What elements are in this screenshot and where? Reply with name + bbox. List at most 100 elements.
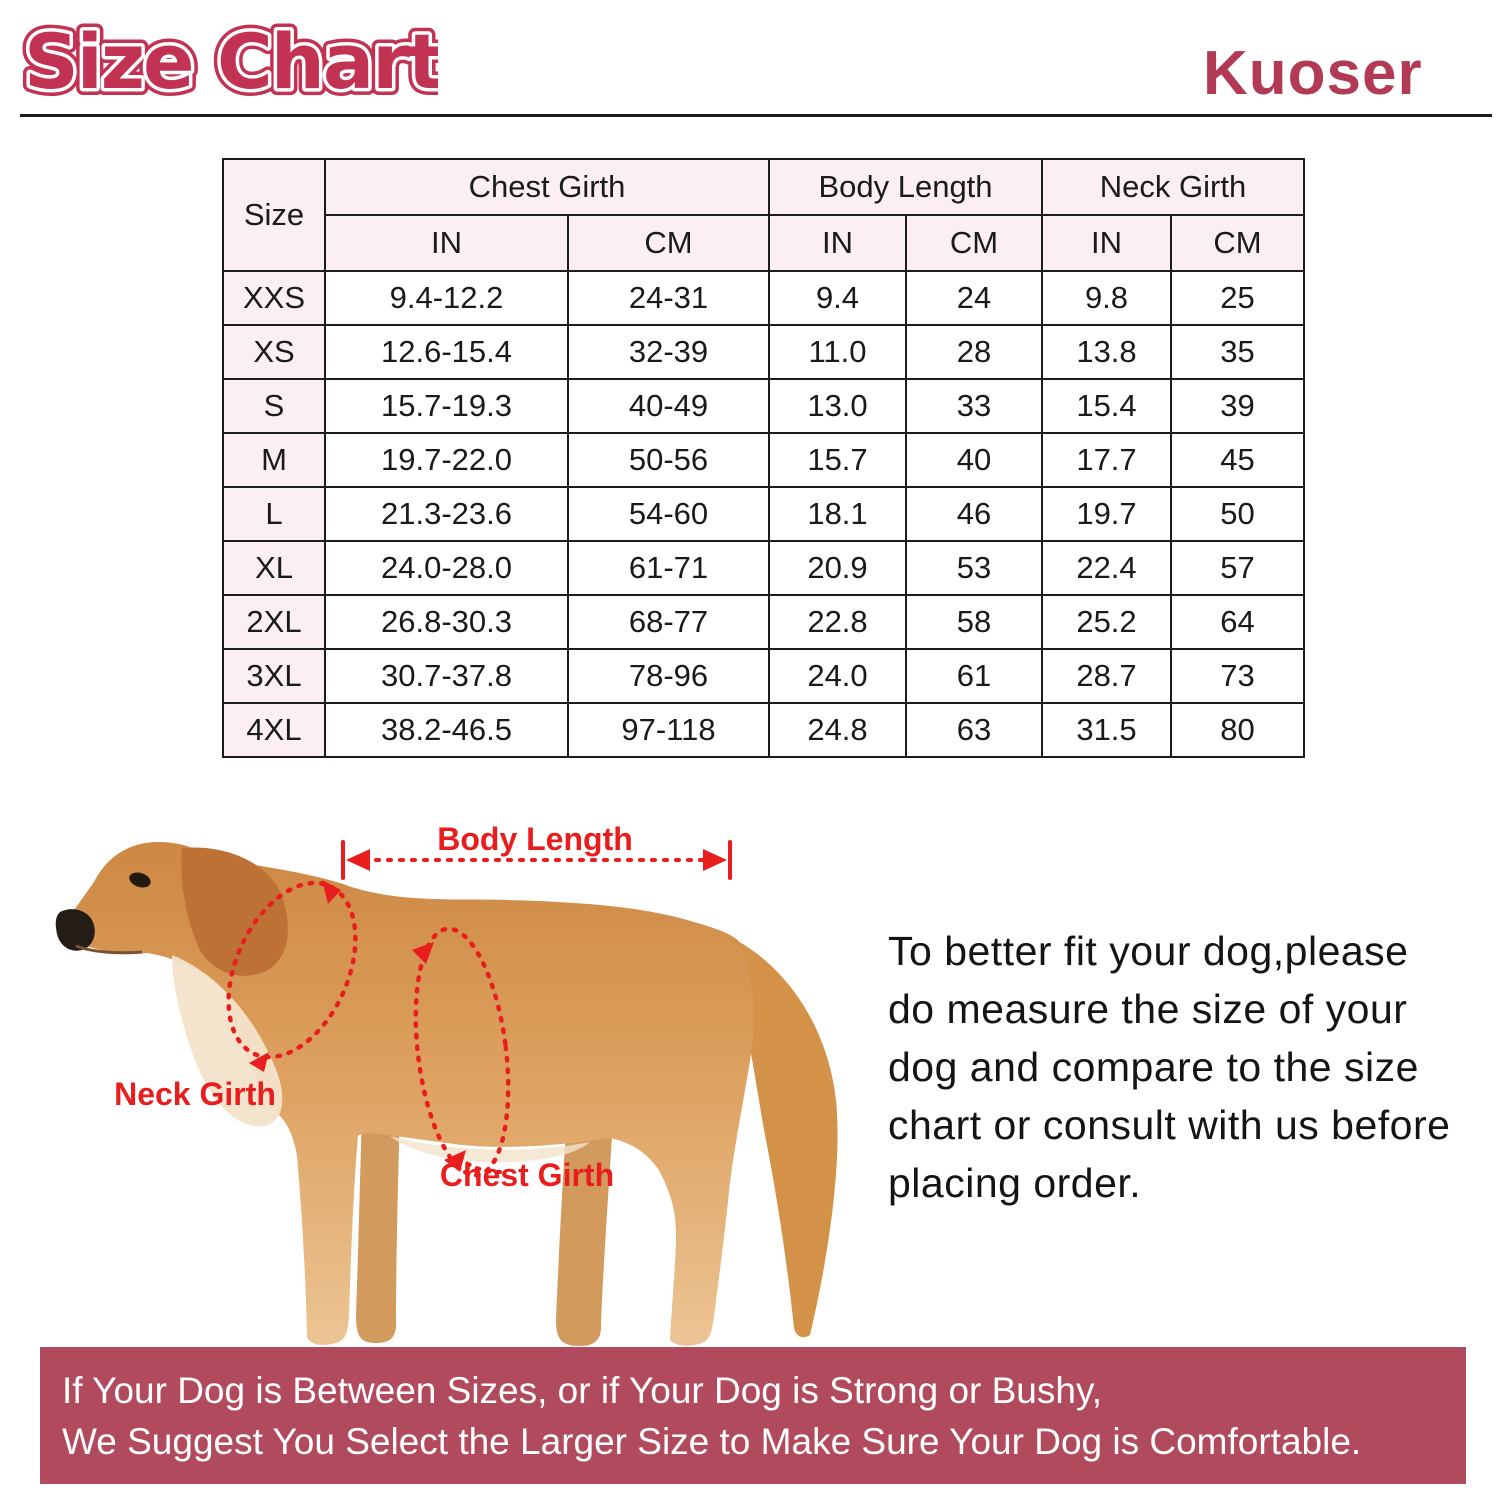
- neck-girth-label: Neck Girth: [114, 1076, 276, 1112]
- size-chart-table: Size Chest Girth Body Length Neck Girth …: [222, 158, 1305, 758]
- cell: 9.4: [768, 270, 907, 326]
- chest-girth-bottom-arrow: [444, 1150, 466, 1172]
- dog-chest-fur: [172, 955, 283, 1127]
- cell: 68-77: [567, 594, 770, 650]
- cell: 58: [905, 594, 1043, 650]
- cell: 26.8-30.3: [324, 594, 569, 650]
- cell: 13.0: [768, 378, 907, 434]
- chest-girth-ellipse: [413, 926, 511, 1178]
- note-line: placing order.: [888, 1160, 1142, 1206]
- cell: 22.4: [1041, 540, 1172, 596]
- cell: 45: [1170, 432, 1305, 488]
- page-title: Size Chart Size Chart Size Chart: [18, 10, 438, 113]
- size-label: XXS: [222, 270, 326, 326]
- cell: 22.8: [768, 594, 907, 650]
- dog-measurement-diagram: Body Length Neck Girth Chest Girth: [55, 821, 838, 1346]
- cell: 61-71: [567, 540, 770, 596]
- col-header-neck-girth: Neck Girth: [1041, 158, 1305, 216]
- cell: 40: [905, 432, 1043, 488]
- cell: 11.0: [768, 324, 907, 380]
- cell: 24.8: [768, 702, 907, 758]
- page-title-inline: Size Chart: [24, 17, 438, 106]
- cell: 28: [905, 324, 1043, 380]
- table-row: XL 24.0-28.0 61-71 20.9 53 22.4 57: [222, 540, 1305, 596]
- note-line: To better fit your dog,please: [888, 928, 1409, 974]
- size-label: 4XL: [222, 702, 326, 758]
- dog-far-front-leg: [356, 1110, 400, 1343]
- chest-girth-label: Chest Girth: [440, 1157, 614, 1193]
- cell: 20.9: [768, 540, 907, 596]
- table-row: 4XL 38.2-46.5 97-118 24.8 63 31.5 80: [222, 702, 1305, 758]
- cell: 9.8: [1041, 270, 1172, 326]
- cell: 54-60: [567, 486, 770, 542]
- cell: 31.5: [1041, 702, 1172, 758]
- size-label: 2XL: [222, 594, 326, 650]
- brand-logo: Kuoser: [1203, 39, 1423, 108]
- size-label: M: [222, 432, 326, 488]
- cell: 38.2-46.5: [324, 702, 569, 758]
- cell: 78-96: [567, 648, 770, 704]
- dog-eye: [129, 872, 151, 888]
- table-row: 3XL 30.7-37.8 78-96 24.0 61 28.7 73: [222, 648, 1305, 704]
- dog-far-hind-leg: [556, 1130, 612, 1346]
- size-label: XS: [222, 324, 326, 380]
- body-length-left-arrow: [346, 849, 370, 871]
- size-label: XL: [222, 540, 326, 596]
- cell: 13.8: [1041, 324, 1172, 380]
- cell: 39: [1170, 378, 1305, 434]
- cell: 17.7: [1041, 432, 1172, 488]
- unit-chest-cm: CM: [567, 214, 770, 272]
- table-row: XXS 9.4-12.2 24-31 9.4 24 9.8 25: [222, 270, 1305, 326]
- banner-line-2: We Suggest You Select the Larger Size to…: [62, 1421, 1362, 1462]
- cell: 30.7-37.8: [324, 648, 569, 704]
- cell: 15.7: [768, 432, 907, 488]
- cell: 80: [1170, 702, 1305, 758]
- cell: 40-49: [567, 378, 770, 434]
- unit-neck-cm: CM: [1170, 214, 1305, 272]
- banner-line-1: If Your Dog is Between Sizes, or if Your…: [62, 1370, 1102, 1411]
- size-advice-banner: If Your Dog is Between Sizes, or if Your…: [40, 1347, 1466, 1484]
- cell: 57: [1170, 540, 1305, 596]
- cell: 28.7: [1041, 648, 1172, 704]
- col-header-chest-girth: Chest Girth: [324, 158, 770, 216]
- table-row: S 15.7-19.3 40-49 13.0 33 15.4 39: [222, 378, 1305, 434]
- unit-body-cm: CM: [905, 214, 1043, 272]
- note-line: do measure the size of your: [888, 986, 1408, 1032]
- table-row: XS 12.6-15.4 32-39 11.0 28 13.8 35: [222, 324, 1305, 380]
- body-length-right-arrow: [703, 849, 727, 871]
- cell: 18.1: [768, 486, 907, 542]
- col-header-body-length: Body Length: [768, 158, 1043, 216]
- cell: 33: [905, 378, 1043, 434]
- col-header-size: Size: [222, 158, 326, 272]
- cell: 61: [905, 648, 1043, 704]
- cell: 25.2: [1041, 594, 1172, 650]
- table-row: 2XL 26.8-30.3 68-77 22.8 58 25.2 64: [222, 594, 1305, 650]
- cell: 19.7: [1041, 486, 1172, 542]
- size-label: L: [222, 486, 326, 542]
- table-header-groups: Size Chest Girth Body Length Neck Girth: [222, 158, 1305, 272]
- unit-chest-in: IN: [324, 214, 569, 272]
- neck-girth-top-arrow: [322, 880, 341, 904]
- cell: 32-39: [567, 324, 770, 380]
- neck-girth-bottom-arrow: [249, 1052, 269, 1072]
- neck-girth-ellipse: [226, 880, 358, 1060]
- page-title-outline: Size Chart: [24, 17, 438, 106]
- cell: 21.3-23.6: [324, 486, 569, 542]
- cell: 64: [1170, 594, 1305, 650]
- cell: 73: [1170, 648, 1305, 704]
- size-label: 3XL: [222, 648, 326, 704]
- dog-mouth-line: [75, 944, 143, 955]
- table-header-units: IN CM IN CM IN CM: [223, 214, 1305, 272]
- cell: 50: [1170, 486, 1305, 542]
- cell: 53: [905, 540, 1043, 596]
- note-line: dog and compare to the size: [888, 1044, 1419, 1090]
- cell: 63: [905, 702, 1043, 758]
- cell: 24-31: [567, 270, 770, 326]
- note-line: chart or consult with us before: [888, 1102, 1451, 1148]
- cell: 15.7-19.3: [324, 378, 569, 434]
- unit-neck-in: IN: [1041, 214, 1172, 272]
- cell: 15.4: [1041, 378, 1172, 434]
- cell: 24.0-28.0: [324, 540, 569, 596]
- header-divider: [20, 114, 1492, 117]
- cell: 19.7-22.0: [324, 432, 569, 488]
